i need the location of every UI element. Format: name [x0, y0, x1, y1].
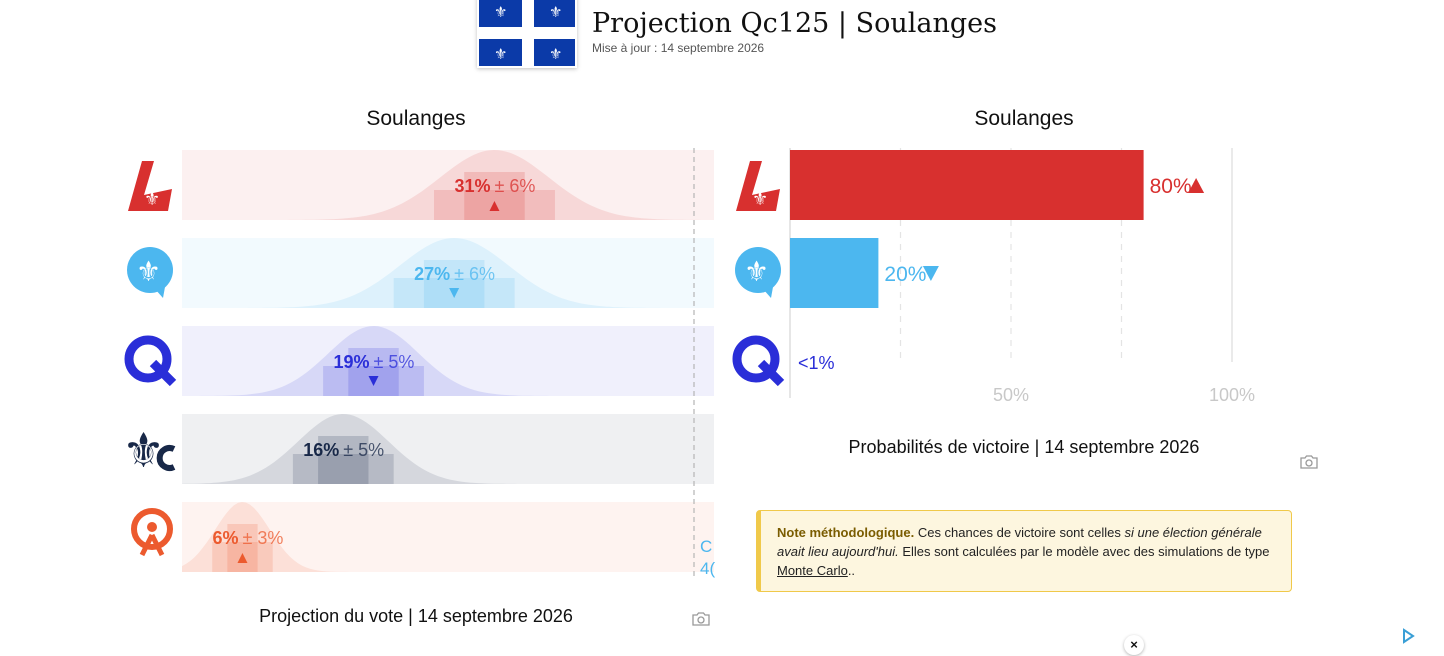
x-tick-label: 100% [1209, 385, 1255, 405]
win-value-label: <1% [798, 353, 835, 373]
margin-inner-band [464, 172, 525, 220]
trend-down-icon [368, 376, 379, 386]
vote-margin-label: ± 6% [454, 264, 495, 284]
quebec-flag-icon: ⚜ ⚜ ⚜ ⚜ [477, 0, 577, 68]
vote-row: 31% ± 6% [182, 150, 714, 220]
x-tick-label: 50% [993, 385, 1029, 405]
vote-value-label: 19% [333, 352, 369, 372]
margin-inner-band [423, 260, 485, 308]
vote-margin-label: ± 5% [374, 352, 415, 372]
note-text: Ces chances de victoire sont celles [914, 525, 1125, 540]
vote-row: 6% ± 3% [182, 502, 714, 572]
vote-value-label: 27% [414, 264, 450, 284]
svg-text:⚜: ⚜ [752, 189, 768, 210]
density-curve [182, 238, 714, 308]
methodology-note: Note méthodologique. Ces chances de vict… [756, 510, 1292, 592]
svg-text:⚜: ⚜ [136, 255, 161, 288]
trend-down-icon [922, 266, 939, 281]
camera-icon[interactable] [1300, 455, 1318, 469]
row-background [182, 238, 714, 308]
adchoices-icon[interactable] [1400, 628, 1416, 644]
row-background [182, 326, 714, 396]
pq-logo-icon: ⚜ [732, 244, 784, 300]
plq-logo-icon: ⚜ [732, 158, 784, 214]
trend-up-icon [489, 201, 500, 211]
plq-logo-icon: ⚜ [124, 158, 176, 214]
trend-up-icon [1188, 178, 1205, 193]
cutoff-text: C 4( [700, 537, 716, 578]
density-curve [182, 414, 714, 484]
win-row: 20% [790, 238, 939, 308]
qs-logo-icon [126, 506, 178, 564]
camera-icon[interactable] [692, 612, 710, 626]
win-bar [790, 238, 879, 308]
margin-inner-band [348, 348, 399, 396]
win-row: 80% [790, 150, 1205, 220]
vote-margin-label: ± 6% [494, 176, 535, 196]
density-curve [182, 502, 714, 572]
vote-row: 16% ± 5% [182, 414, 714, 484]
win-value-label: 20% [884, 263, 926, 286]
note-italic: si une élection générale avait lieu aujo… [777, 525, 1262, 559]
pq-logo-icon: ⚜ [124, 244, 176, 300]
margin-inner-band [227, 524, 258, 572]
win-value-label: 80% [1150, 175, 1192, 198]
caq-logo-icon [730, 332, 786, 388]
vote-margin-label: ± 3% [242, 528, 283, 548]
trend-down-icon [449, 288, 460, 298]
caq-logo-icon [122, 332, 178, 388]
vote-panel-caption: Projection du vote | 14 septembre 2026 [259, 606, 573, 626]
update-date: Mise à jour : 14 septembre 2026 [592, 41, 765, 55]
vote-projection-chart: 31% ± 6%27% ± 6%19% ± 5%16% ± 5%6% ± 3% [182, 148, 714, 576]
page-title: Projection Qc125 | Soulanges [592, 8, 997, 39]
vote-row: 27% ± 6% [182, 238, 714, 308]
vote-margin-label: ± 5% [343, 440, 384, 460]
note-label: Note méthodologique. [777, 525, 915, 540]
note-text: Elles sont calculées par le modèle avec … [898, 544, 1270, 559]
row-background [182, 150, 714, 220]
win-probability-chart: 50% 100% 80% 20% <1% [789, 148, 1255, 405]
row-background [182, 502, 714, 572]
vote-value-label: 16% [303, 440, 339, 460]
monte-carlo-link[interactable]: Monte Carlo [777, 563, 848, 578]
win-row: <1% [798, 353, 835, 373]
win-panel-title: Soulanges [974, 107, 1074, 130]
win-bar [790, 150, 1144, 220]
vote-value-label: 6% [212, 528, 238, 548]
vote-value-label: 31% [454, 176, 490, 196]
density-curve [182, 150, 714, 220]
density-curve [182, 326, 714, 396]
trend-up-icon [237, 553, 248, 563]
vote-panel-title: Soulanges [366, 107, 466, 130]
pcq-logo-icon: ⚜ [122, 420, 178, 476]
row-background [182, 414, 714, 484]
svg-text:⚜: ⚜ [122, 423, 165, 473]
win-panel-caption: Probabilités de victoire | 14 septembre … [848, 437, 1200, 457]
vote-row: 19% ± 5% [182, 326, 714, 396]
margin-band [292, 454, 394, 484]
margin-inner-band [318, 436, 369, 484]
svg-text:⚜: ⚜ [144, 189, 160, 210]
close-button[interactable]: × [1124, 635, 1144, 655]
svg-text:⚜: ⚜ [744, 255, 769, 288]
